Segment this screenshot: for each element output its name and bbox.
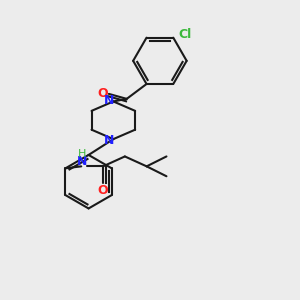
Text: O: O — [98, 87, 108, 101]
Text: H: H — [78, 149, 86, 160]
Text: N: N — [104, 134, 115, 147]
Text: N: N — [104, 94, 115, 107]
Text: N: N — [77, 155, 87, 168]
Text: Cl: Cl — [178, 28, 191, 41]
Text: O: O — [98, 184, 108, 196]
